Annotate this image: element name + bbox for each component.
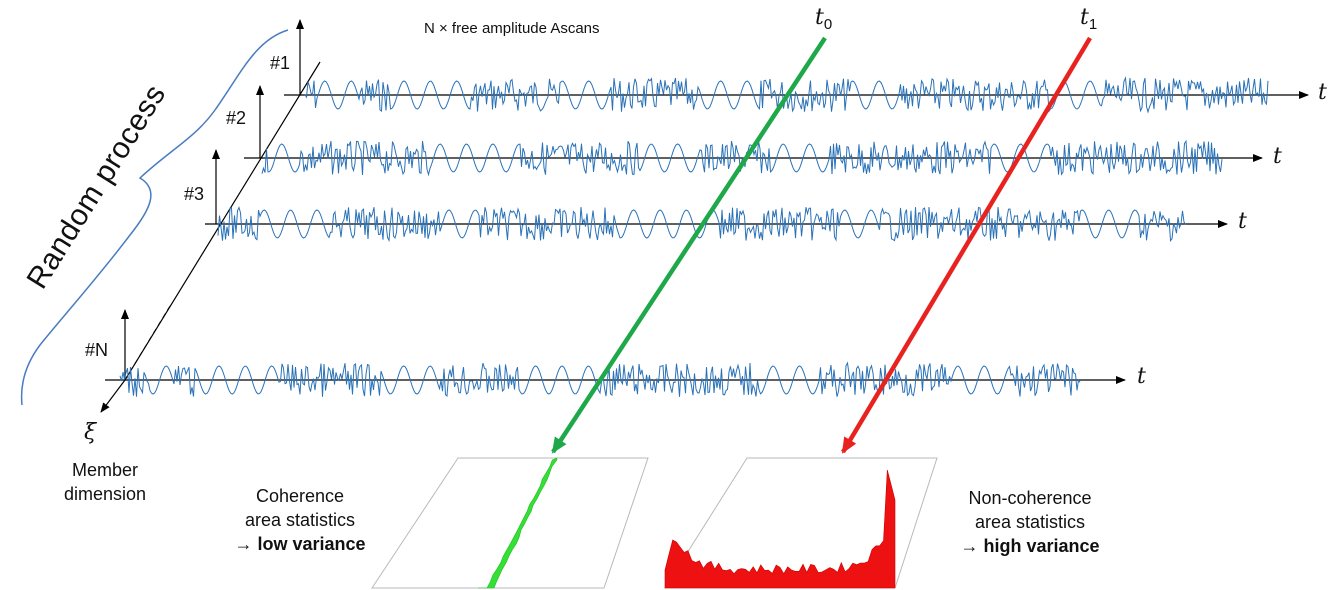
amplitude-axes	[125, 20, 300, 380]
member-caption-line1: Member	[40, 458, 170, 482]
member-label-3: #3	[184, 184, 204, 205]
time-axis-label-3: t	[1238, 209, 1247, 234]
noncoherence-result: high variance	[983, 536, 1099, 556]
coherence-caption: Coherence area statistics → low variance	[215, 484, 385, 556]
noncoherence-histogram	[665, 458, 937, 588]
coherence-histogram	[372, 458, 648, 588]
xi-symbol: ξ	[84, 420, 96, 445]
t1-sampling-line	[843, 38, 1090, 452]
time-axis-label-n: t	[1137, 364, 1146, 389]
coherence-arrow: →	[234, 534, 252, 554]
t0-label: t0	[815, 5, 832, 33]
noncoherence-line1: Non-coherence	[935, 486, 1125, 510]
coherence-result: low variance	[257, 534, 365, 554]
t1-symbol: t	[1080, 5, 1089, 30]
member-caption-line2: dimension	[40, 482, 170, 506]
header-title: N × free amplitude Ascans	[424, 20, 600, 37]
time-axes	[105, 95, 1308, 380]
noncoherence-caption: Non-coherence area statistics → high var…	[935, 486, 1125, 558]
member-label-2: #2	[226, 108, 246, 129]
member-label-1: #1	[270, 53, 290, 74]
member-dimension-caption: Member dimension	[40, 458, 170, 506]
noncoherence-arrow: →	[960, 536, 978, 556]
coherence-line2: area statistics	[215, 508, 385, 532]
member-label-n: #N	[85, 340, 108, 361]
time-axis-label-2: t	[1273, 144, 1282, 169]
time-axis-label-1: t	[1318, 80, 1327, 105]
noncoherence-line2: area statistics	[935, 510, 1125, 534]
t0-sampling-line	[553, 38, 825, 452]
t1-subscript: 1	[1089, 16, 1097, 33]
t0-symbol: t	[815, 5, 824, 30]
t1-label: t1	[1080, 5, 1097, 33]
t0-subscript: 0	[824, 16, 832, 33]
coherence-line1: Coherence	[215, 484, 385, 508]
